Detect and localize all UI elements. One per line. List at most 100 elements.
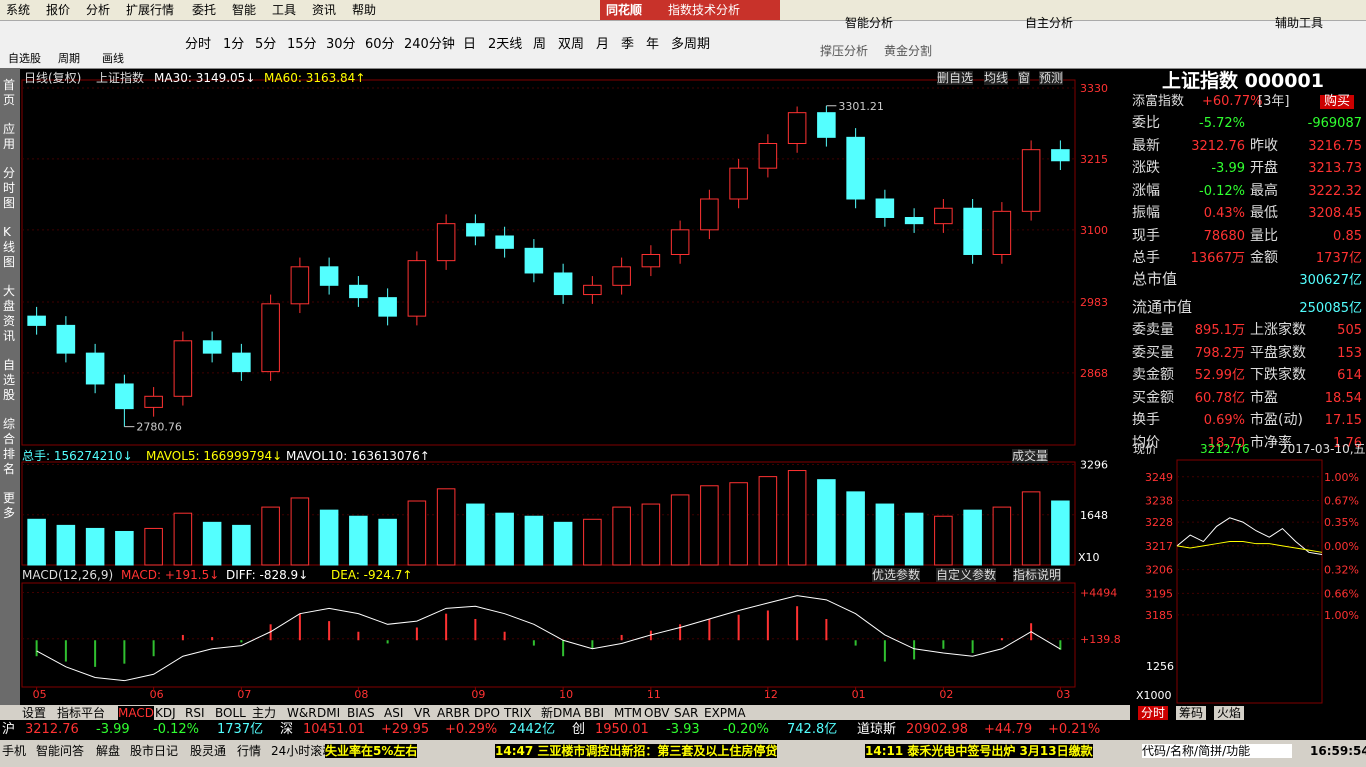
volume-bar	[583, 518, 602, 566]
menu-item[interactable]: 报价	[46, 3, 71, 17]
status-item[interactable]: 行情	[237, 744, 262, 758]
side-tab[interactable]: 更多	[3, 491, 16, 520]
news-item[interactable]: 14:11 泰禾光电中签号出炉 3月13日缴款	[865, 744, 1093, 758]
indicator-tab[interactable]: SAR	[674, 706, 699, 720]
quote-tab[interactable]: 火焰	[1214, 706, 1245, 720]
status-item[interactable]: 股市日记	[130, 744, 179, 758]
side-tab[interactable]: K线图	[3, 225, 16, 269]
indicator-tab[interactable]: ASI	[384, 706, 404, 720]
tool-label[interactable]: 画线	[102, 52, 124, 65]
side-tab[interactable]: 大盘资讯	[3, 284, 16, 343]
buy-button[interactable]: 购买	[1320, 95, 1355, 109]
tool-label[interactable]: 周期	[58, 52, 80, 65]
menu-item[interactable]: 资讯	[312, 3, 337, 17]
side-tab[interactable]: 自选股	[3, 358, 16, 402]
status-item[interactable]: 智能问答	[36, 744, 85, 758]
menu-item[interactable]: 扩展行情	[126, 3, 175, 17]
indicator-tab[interactable]: BIAS	[347, 706, 375, 720]
period-button[interactable]: 5分	[255, 37, 277, 52]
macd-bar	[796, 606, 799, 641]
indicator-tab[interactable]: 主力	[252, 706, 277, 720]
candle-body	[524, 247, 544, 274]
indicator-tab[interactable]: BBI	[584, 706, 605, 720]
news-item[interactable]: 14:47 三亚楼市调控出新招：第三套及以上住房停贷	[495, 744, 778, 758]
quote-label: 换手	[1132, 412, 1160, 428]
search-box[interactable]: 代码/名称/简拼/功能	[1142, 744, 1292, 758]
chart-button[interactable]: 均线	[984, 71, 1009, 85]
indicator-tab[interactable]: ARBR	[437, 706, 471, 720]
title-banner	[600, 0, 780, 20]
period-button[interactable]: 1分	[223, 37, 245, 52]
quote-tab[interactable]: 筹码	[1176, 706, 1207, 720]
volume-selector[interactable]: 成交量	[1012, 449, 1049, 463]
indicator-tab[interactable]: TRIX	[504, 706, 532, 720]
period-button[interactable]: 双周	[558, 37, 585, 52]
candle-body	[963, 207, 982, 255]
indicator-tab[interactable]: DPO	[474, 706, 500, 720]
status-item[interactable]: 24小时滚动	[271, 744, 335, 758]
indicator-tab[interactable]: 指标平台	[57, 706, 106, 720]
quote-tab[interactable]: 分时	[1138, 706, 1169, 720]
indicator-tab[interactable]: 新DMA	[541, 706, 581, 720]
side-tab[interactable]: 综合排名	[3, 417, 16, 476]
period-button[interactable]: 分时	[185, 37, 212, 52]
chart-button[interactable]: 窗	[1018, 71, 1031, 85]
volume-bar	[553, 521, 573, 566]
period-button[interactable]: 年	[646, 37, 660, 52]
indicator-tab[interactable]: EXPMA	[704, 706, 746, 720]
news-item[interactable]: 失业率在5%左右	[325, 744, 418, 758]
status-item[interactable]: 手机	[2, 744, 27, 758]
menu-item[interactable]: 委托	[192, 3, 217, 17]
period-button[interactable]: 季	[621, 37, 635, 52]
period-button[interactable]: 240分钟	[404, 37, 455, 52]
macd-bar	[679, 624, 682, 641]
chart-button[interactable]: 预测	[1039, 71, 1064, 85]
indicator-tab[interactable]: BOLL	[215, 706, 246, 720]
indicator-tab[interactable]: KDJ	[155, 706, 176, 720]
indicator-tab[interactable]: 设置	[22, 706, 47, 720]
pct-tick-label: 0.00%	[1324, 540, 1359, 553]
menu-item[interactable]: 系统	[6, 3, 31, 17]
period-button[interactable]: 60分	[365, 37, 395, 52]
period-button[interactable]: 多周期	[671, 37, 711, 52]
y-tick-label: +4494	[1080, 586, 1117, 599]
period-button[interactable]: 周	[533, 37, 547, 52]
quote-label: 量比	[1250, 227, 1278, 244]
period-button[interactable]: 30分	[326, 37, 356, 52]
menu-item[interactable]: 工具	[272, 3, 297, 17]
indicator-tab[interactable]: RSI	[185, 706, 205, 720]
indicator-tab[interactable]: DMI	[317, 706, 341, 720]
indicator-tab[interactable]: MACD	[118, 706, 154, 720]
side-tab[interactable]: 首页	[3, 78, 16, 107]
indicator-tab[interactable]: VR	[414, 706, 431, 720]
macd-button[interactable]: 指标说明	[1013, 568, 1062, 582]
period-button[interactable]: 15分	[287, 37, 317, 52]
volume-bar	[992, 506, 1012, 566]
y-tick-label: 3238	[1145, 495, 1173, 508]
panel-button[interactable]: 撑压分析	[820, 44, 869, 58]
panel-button[interactable]: 黄金分割	[884, 44, 933, 58]
chart-button[interactable]: 删自选	[937, 71, 974, 85]
macd-bar	[35, 640, 38, 657]
period-button[interactable]: 月	[596, 37, 610, 52]
menu-item[interactable]: 分析	[86, 3, 111, 17]
status-item[interactable]: 解盘	[96, 744, 121, 758]
menu-item[interactable]: 帮助	[352, 3, 377, 17]
period-button[interactable]: 日	[463, 37, 477, 52]
side-tab[interactable]: 分时图	[3, 166, 16, 210]
volume-bar	[641, 503, 661, 566]
tool-label[interactable]: 自选股	[8, 52, 41, 65]
menu-item[interactable]: 智能	[232, 3, 257, 17]
status-item[interactable]: 股灵通	[190, 744, 227, 758]
y-tick-label: +139.8	[1080, 633, 1121, 646]
side-tab[interactable]: 应用	[3, 122, 16, 151]
macd-button[interactable]: 自定义参数	[936, 568, 997, 582]
indicator-tab[interactable]: MTM	[614, 706, 643, 720]
macd-button[interactable]: 优选参数	[872, 568, 921, 582]
indicator-tab[interactable]: W&R	[287, 706, 317, 720]
chart-header: MA30: 3149.05↓	[154, 71, 256, 85]
volume-bar	[846, 491, 865, 566]
macd-bar	[181, 634, 184, 641]
indicator-tab[interactable]: OBV	[644, 706, 670, 720]
period-button[interactable]: 2天线	[488, 37, 523, 52]
